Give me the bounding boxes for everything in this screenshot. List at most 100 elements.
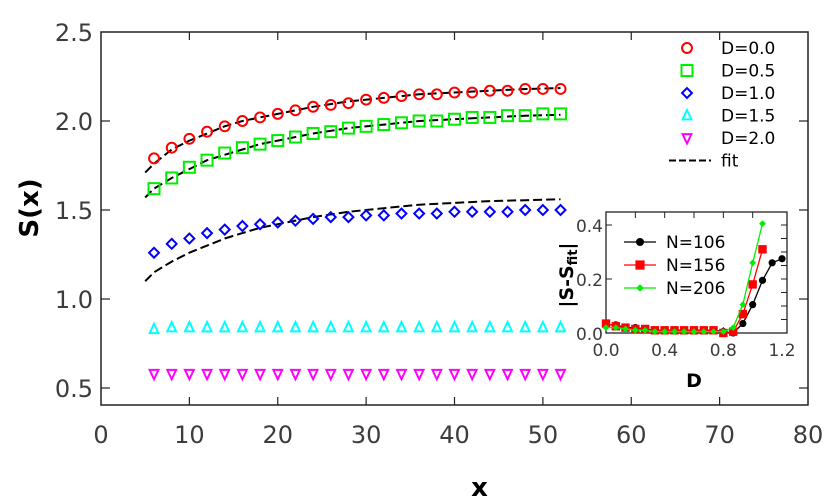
data-point [554,203,567,217]
data-point [289,319,302,333]
data-point [235,141,249,155]
data-point [448,112,461,126]
series-D-1-5 [148,319,567,335]
data-point [324,368,337,382]
data-point [536,107,550,121]
inset-data-point [602,324,610,331]
data-point [395,319,408,333]
inset-data-point [661,328,669,336]
inset-legend-label: N=156 [666,256,725,276]
data-point [253,137,267,151]
data-point [483,205,497,219]
data-point [236,115,249,127]
inset-legend-label: N=106 [666,233,725,253]
legend-label: D=0.0 [721,39,775,59]
inset-data-point [778,255,786,263]
x-tick-label: 50 [528,421,559,449]
inset-legend-label: N=206 [666,279,725,299]
data-point [201,368,214,382]
data-point [501,368,514,382]
data-point [413,88,426,101]
x-tick-label: 80 [793,421,824,449]
data-point [253,217,267,231]
data-point [271,216,285,229]
data-point [483,84,496,97]
data-point [377,91,390,104]
data-point [289,214,302,228]
y-tick-label: 2.5 [55,19,93,47]
data-point [430,319,443,333]
inset-y-tick-label: 0.2 [576,271,603,291]
legend-marker-icon [680,86,694,100]
data-point [360,368,373,382]
data-point [501,205,514,219]
inset-data-point [758,276,767,284]
data-point [483,110,497,124]
inset-data-point [690,328,698,336]
data-point [519,83,532,95]
series-D-0-5 [147,107,568,196]
data-point [465,205,479,219]
data-point [183,368,196,382]
inset-x-tick-label: 0.0 [592,341,619,361]
series-D-2-0 [148,368,567,382]
data-point [536,368,549,382]
data-point [271,319,284,333]
data-point [448,205,461,219]
legend-label: fit [721,152,739,172]
data-point [307,368,320,382]
data-point [554,368,567,382]
data-point [377,118,391,132]
data-point [359,208,373,222]
data-point [307,100,320,113]
legend-label: D=1.5 [721,107,775,127]
y-tick-label: 1.0 [55,286,93,314]
data-point [183,319,196,333]
inset-data-point [710,328,717,336]
main-legend: D=0.0 D=0.5D=1.0 D=1.5D=2.0 fit [669,39,775,172]
inset-data-point [729,324,737,331]
inset-x-tick-label: 0.4 [651,341,678,361]
data-point [324,99,337,111]
inset-data-point [671,328,678,336]
data-point [148,321,161,335]
y-axis-title: S(x) [15,178,45,237]
legend-label: D=2.0 [721,129,775,149]
data-point [394,116,408,130]
data-point [342,97,355,110]
data-point [430,88,443,101]
legend-label: D=0.5 [721,62,775,82]
main-axes: 0 10 20 30 40 50 60 70 80 0.5 1.0 1.5 2.0 2.5 x S(x) [15,19,823,503]
data-point [165,319,178,333]
data-point [306,212,320,226]
data-point [342,210,355,224]
inset-data-point [641,326,649,334]
inset-data-point [612,324,620,331]
data-point [289,104,302,117]
data-point [200,226,214,240]
data-point [412,114,426,128]
data-point [519,368,532,382]
x-axis-title: x [471,473,488,503]
data-point [271,107,284,120]
x-tick-label: 20 [262,421,293,449]
inset-y-axis-title: |S-Sfit| [556,242,581,307]
inset-data-point [651,328,659,336]
series-D-1-0 [147,203,567,260]
data-point [201,319,214,333]
data-point [377,368,390,382]
fit-line [144,87,561,174]
data-point [165,368,178,382]
inset-data-point [739,319,747,328]
inset-x-axis-title: D [686,370,702,392]
data-point [412,207,426,220]
data-point [165,237,179,251]
inset-chart: 0.0 0.4 0.8 1.2 0.0 0.2 0.4 D |S-Sfit| N=106 N=156… [556,211,796,392]
data-point [324,210,338,224]
legend-marker-icon [681,133,693,146]
data-point [182,160,196,174]
inset-data-point [728,327,738,336]
data-point [518,203,532,217]
data-point [183,132,196,145]
